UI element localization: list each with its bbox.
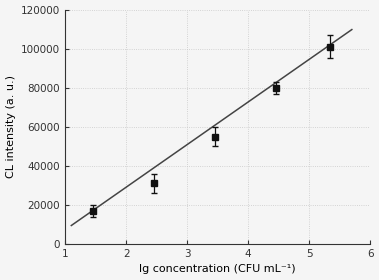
X-axis label: lg concentration (CFU mL⁻¹): lg concentration (CFU mL⁻¹): [139, 264, 296, 274]
Y-axis label: CL intensity (a. u.): CL intensity (a. u.): [6, 75, 16, 178]
